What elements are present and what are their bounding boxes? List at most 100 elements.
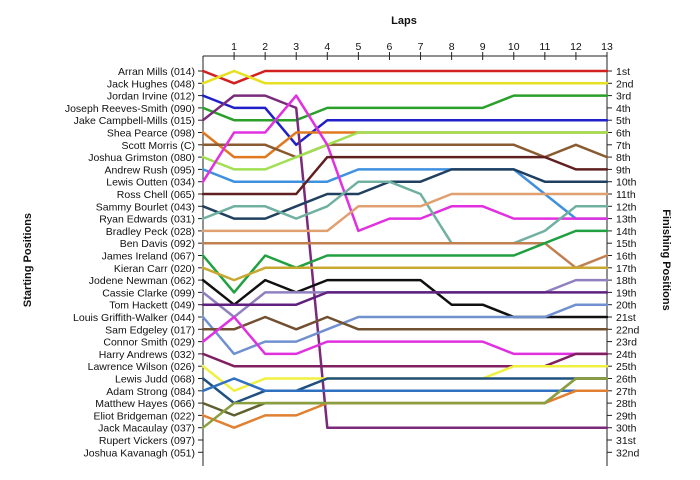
finishing-position-label: 19th bbox=[616, 287, 637, 299]
finishing-position-label: 14th bbox=[616, 226, 637, 238]
left-axis-title: Starting Positions bbox=[22, 213, 34, 307]
starting-position-label: Jodene Newman (062) bbox=[89, 275, 195, 287]
finishing-position-label: 18th bbox=[616, 275, 637, 287]
finishing-position-label: 29th bbox=[616, 410, 637, 422]
finishing-position-label: 32nd bbox=[616, 447, 640, 459]
series-group bbox=[201, 69, 609, 429]
lap-tick-label: 11 bbox=[539, 41, 550, 53]
starting-position-label: Jack Macaulay (037) bbox=[98, 423, 195, 435]
starting-position-label: Ross Chell (065) bbox=[117, 189, 195, 201]
starting-position-label: Sam Edgeley (017) bbox=[105, 324, 195, 336]
starting-position-label: Lewis Outten (034) bbox=[106, 177, 195, 189]
driver-line bbox=[201, 377, 609, 429]
starting-position-label: Ryan Edwards (031) bbox=[99, 214, 195, 226]
lap-tick-label: 10 bbox=[508, 41, 520, 53]
finishing-position-label: 2nd bbox=[616, 78, 634, 90]
driver-line bbox=[201, 192, 609, 233]
driver-line bbox=[201, 278, 609, 319]
starting-position-label: Joshua Kavanagh (051) bbox=[84, 447, 196, 459]
lap-tick-label: 2 bbox=[262, 41, 268, 53]
finishing-position-label: 7th bbox=[616, 140, 631, 152]
finishing-position-label: 13th bbox=[616, 214, 637, 226]
lap-tick-label: 7 bbox=[418, 41, 424, 53]
driver-line bbox=[201, 229, 609, 294]
driver-line bbox=[201, 94, 609, 429]
finishing-position-label: 20th bbox=[616, 300, 637, 312]
starting-position-label: Tom Hackett (049) bbox=[109, 300, 195, 312]
starting-position-label: Kieran Carr (020) bbox=[114, 263, 195, 275]
finishing-position-label: 6th bbox=[616, 128, 631, 140]
driver-line bbox=[201, 315, 609, 356]
driver-line bbox=[201, 278, 609, 319]
starting-position-label: Jake Campbell-Mills (015) bbox=[74, 115, 195, 127]
starting-position-label: Eliot Bridgeman (022) bbox=[93, 410, 195, 422]
finishing-position-label: 12th bbox=[616, 201, 637, 213]
starting-position-label: Ben Davis (092) bbox=[120, 238, 195, 250]
driver-line bbox=[201, 377, 609, 393]
finishing-position-label: 4th bbox=[616, 103, 631, 115]
finishing-position-label: 11th bbox=[616, 189, 636, 201]
starting-position-label: Scott Morris (C) bbox=[122, 140, 196, 152]
lap-tick-label: 6 bbox=[387, 41, 393, 53]
finishing-position-label: 9th bbox=[616, 164, 631, 176]
starting-position-label: James Ireland (067) bbox=[102, 251, 195, 263]
driver-line bbox=[201, 168, 609, 220]
finishing-position-label: 3rd bbox=[616, 91, 631, 103]
starting-position-label: Arran Mills (014) bbox=[118, 66, 195, 78]
driver-line bbox=[201, 69, 609, 85]
starting-position-label: Cassie Clarke (099) bbox=[102, 287, 195, 299]
starting-position-label: Lewis Judd (068) bbox=[115, 374, 195, 386]
finishing-position-label: 17th bbox=[616, 263, 637, 275]
lap-tick-label: 1 bbox=[231, 41, 237, 53]
finishing-position-label: 25th bbox=[616, 361, 637, 373]
finishing-position-label: 16th bbox=[616, 251, 637, 263]
finishing-position-label: 24th bbox=[616, 349, 637, 361]
starting-position-label: Harry Andrews (032) bbox=[99, 349, 195, 361]
driver-line bbox=[201, 94, 609, 147]
finishing-position-label: 8th bbox=[616, 152, 631, 164]
starting-position-label: Adam Strong (084) bbox=[106, 386, 195, 398]
finishing-position-label: 30th bbox=[616, 423, 637, 435]
starting-position-label: Jordan Irvine (012) bbox=[107, 91, 195, 103]
driver-line bbox=[201, 241, 609, 270]
driver-line bbox=[201, 389, 609, 429]
starting-position-label: Rupert Vickers (097) bbox=[99, 435, 195, 447]
starting-position-label: Louis Griffith-Walker (044) bbox=[73, 312, 195, 324]
finishing-position-label: 27th bbox=[616, 386, 637, 398]
starting-position-label: Andrew Rush (095) bbox=[105, 164, 195, 176]
finishing-position-label: 10th bbox=[616, 177, 637, 189]
driver-line bbox=[201, 352, 609, 368]
starting-position-label: Sammy Bourlet (043) bbox=[96, 201, 195, 213]
lap-tick-label: 12 bbox=[570, 41, 582, 53]
driver-line bbox=[201, 69, 609, 85]
starting-position-label: Lawrence Wilson (026) bbox=[88, 361, 195, 373]
lap-tick-label: 4 bbox=[324, 41, 330, 53]
starting-position-label: Shea Pearce (098) bbox=[107, 128, 195, 140]
driver-line bbox=[201, 266, 609, 282]
lap-tick-label: 8 bbox=[449, 41, 455, 53]
finishing-position-label: 23rd bbox=[616, 337, 637, 349]
finishing-position-label: 15th bbox=[616, 238, 637, 250]
driver-line bbox=[201, 303, 609, 356]
right-axis-title: Finishing Positions bbox=[660, 209, 672, 310]
finishing-position-label: 1st bbox=[616, 66, 630, 78]
driver-line bbox=[201, 131, 609, 171]
driver-line bbox=[201, 168, 609, 220]
lap-tick-label: 13 bbox=[601, 41, 613, 53]
lap-tick-label: 5 bbox=[355, 41, 361, 53]
starting-position-label: Jack Hughes (048) bbox=[107, 78, 195, 90]
finishing-position-label: 21st bbox=[616, 312, 636, 324]
starting-position-label: Connor Smith (029) bbox=[103, 337, 195, 349]
lap-tick-label: 9 bbox=[480, 41, 486, 53]
finishing-position-label: 22nd bbox=[616, 324, 640, 336]
starting-position-label: Joseph Reeves-Smith (090) bbox=[65, 103, 195, 115]
driver-line bbox=[201, 94, 609, 233]
lap-tick-label: 3 bbox=[293, 41, 299, 53]
driver-line bbox=[201, 143, 609, 159]
starting-position-label: Joshua Grimston (080) bbox=[88, 152, 195, 164]
driver-line bbox=[201, 377, 609, 417]
driver-line bbox=[201, 315, 609, 331]
driver-line bbox=[201, 180, 609, 245]
